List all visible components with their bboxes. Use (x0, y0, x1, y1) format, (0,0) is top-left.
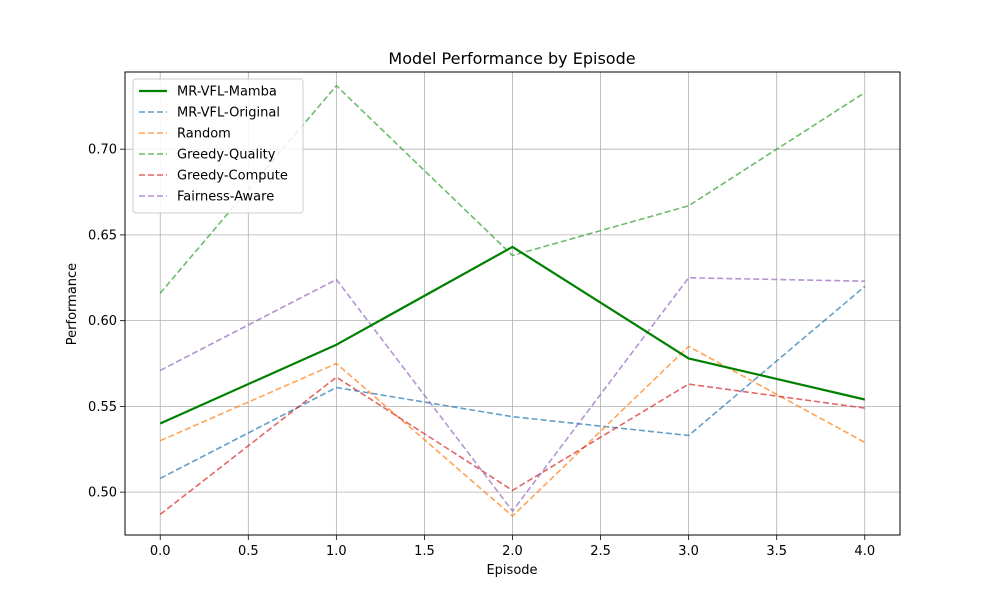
x-tick-label: 1.5 (414, 544, 435, 559)
legend-box (132, 78, 304, 214)
y-tick-label: 0.55 (88, 400, 117, 415)
x-tick-label: 1.0 (326, 544, 347, 559)
x-tick-label: 0.0 (150, 544, 171, 559)
legend-label: MR-VFL-Mamba (177, 85, 277, 100)
series-line-fairness-aware (159, 276, 865, 512)
series-line-mr-vfl-mamba (159, 245, 866, 425)
x-axis-title: Episode (486, 563, 537, 578)
y-tick-label: 0.70 (88, 143, 117, 158)
legend: MR-VFL-Mamba MR-VFL-Original Random Greedy-… (132, 78, 304, 214)
legend-label: Greedy-Compute (177, 169, 288, 184)
x-tick-label: 4.0 (854, 544, 875, 559)
legend-label: MR-VFL-Original (177, 106, 280, 121)
legend-label: Fairness-Aware (177, 190, 274, 205)
x-tick-label: 2.0 (502, 544, 523, 559)
axis-ticks: 0.0 0.5 1.0 1.5 2.0 2.5 3.0 3.5 4.0 0.50 0.55 0.60 0… (88, 143, 875, 559)
x-tick-label: 3.0 (678, 544, 699, 559)
x-tick-label: 2.5 (590, 544, 611, 559)
legend-label: Random (177, 127, 231, 142)
y-tick-label: 0.50 (88, 486, 117, 501)
series-line-greedy-compute (159, 376, 865, 516)
x-tick-label: 3.5 (766, 544, 787, 559)
y-tick-label: 0.65 (88, 228, 117, 243)
series-line-mr-vfl-original (159, 285, 866, 480)
y-axis-title: Performance (65, 263, 80, 345)
chart-title: Model Performance by Episode (388, 49, 635, 68)
y-tick-label: 0.60 (88, 314, 117, 329)
series-lines (159, 84, 866, 517)
series-line-random (159, 345, 866, 517)
x-tick-label: 0.5 (238, 544, 259, 559)
legend-label: Greedy-Quality (177, 148, 276, 163)
